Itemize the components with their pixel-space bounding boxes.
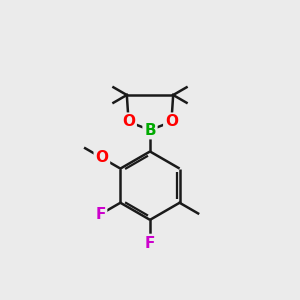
Text: F: F — [95, 207, 106, 222]
Text: F: F — [145, 236, 155, 250]
Text: B: B — [144, 123, 156, 138]
Text: O: O — [122, 114, 135, 129]
Text: O: O — [165, 114, 178, 129]
Text: O: O — [95, 150, 108, 165]
